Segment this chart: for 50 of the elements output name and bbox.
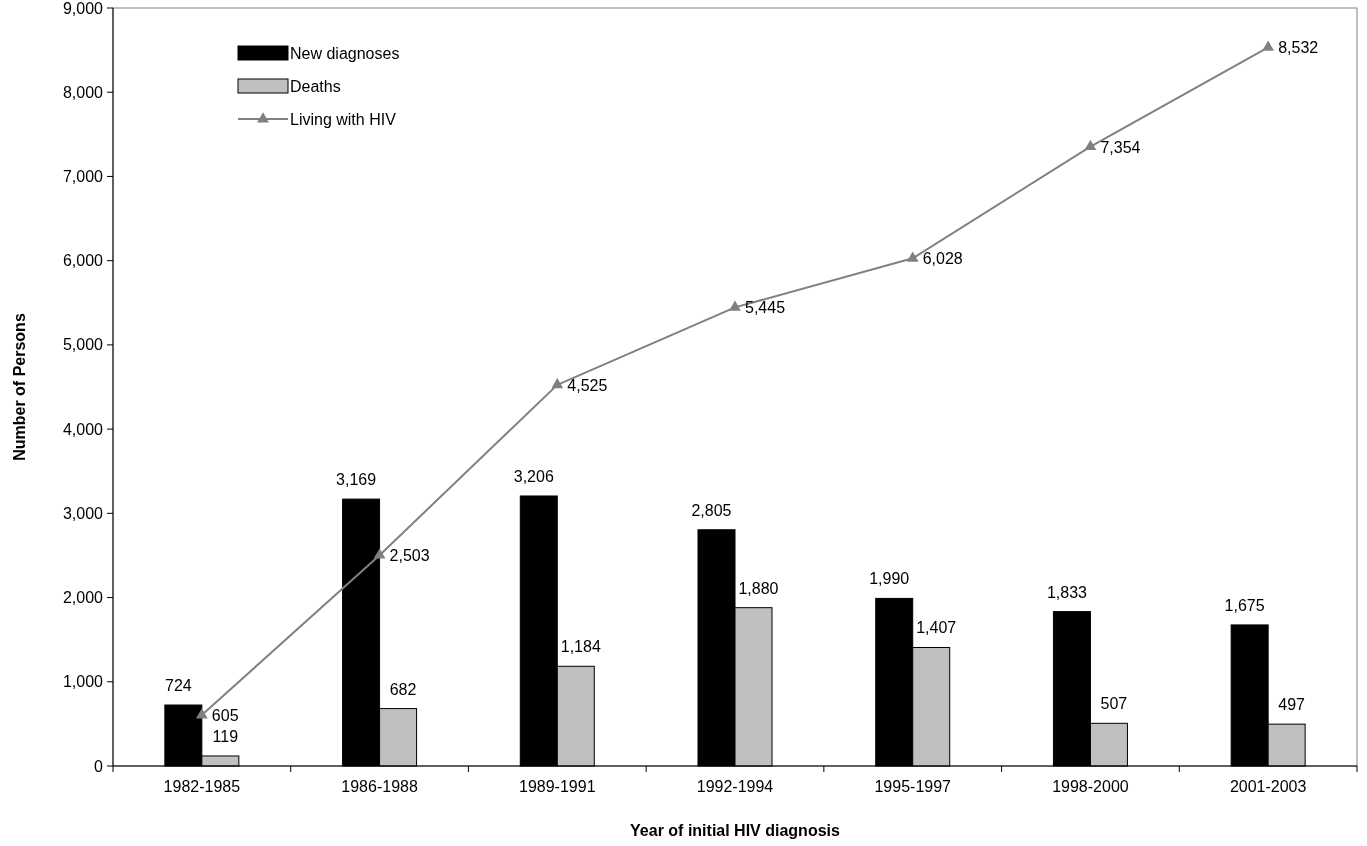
x-tick-label: 1992-1994: [696, 778, 774, 795]
y-tick-label: 2,000: [62, 589, 104, 607]
data-label: 7,354: [1100, 138, 1141, 156]
x-tick-label: 1982-1985: [163, 778, 241, 795]
data-label: 605: [211, 707, 239, 725]
data-label: 1,184: [560, 638, 601, 656]
data-label: 1,675: [1224, 596, 1265, 614]
point: [195, 708, 208, 719]
y-tick-label: 8,000: [62, 83, 104, 101]
data-label: 119: [212, 727, 239, 745]
data-label: 497: [1278, 696, 1306, 714]
y-tick-label: 4,000: [62, 420, 104, 438]
point: [1084, 139, 1097, 151]
data-label: 1,833: [1046, 583, 1088, 601]
data-label: 1,990: [869, 570, 910, 588]
x-tick-label: 2001-2003: [1229, 778, 1307, 795]
data-label: 2,805: [691, 501, 732, 519]
legend-label: Living with HIV: [290, 110, 397, 128]
y-axis-title: Number of Persons: [11, 313, 28, 461]
data-label: 3,206: [513, 467, 554, 485]
data-label: 1,407: [916, 619, 957, 637]
data-label: 5,445: [745, 299, 786, 317]
point: [906, 251, 919, 262]
data-label: 4,525: [567, 376, 608, 394]
x-tick-label: 1989-1991: [519, 778, 596, 795]
y-tick-label: 9,000: [62, 0, 104, 17]
data-label: 682: [389, 680, 417, 698]
data-label: 2,503: [389, 547, 430, 565]
x-tick-label: 1995-1997: [874, 778, 952, 795]
legend-label: Deaths: [290, 77, 341, 95]
legend-label: New diagnoses: [290, 44, 400, 62]
data-label: 724: [165, 677, 192, 695]
data-label: 6,028: [922, 250, 963, 268]
point: [373, 548, 386, 559]
x-axis-title: Year of initial HIV diagnosis: [630, 822, 841, 839]
data-label: 3,169: [336, 471, 377, 489]
y-tick-label: 6,000: [62, 252, 104, 270]
x-tick-label: 1998-2000: [1052, 778, 1129, 795]
y-tick-label: 1,000: [62, 673, 104, 691]
y-tick-label: 0: [94, 757, 104, 775]
data-label: 507: [1100, 695, 1128, 713]
point: [1262, 40, 1275, 51]
y-tick-label: 3,000: [62, 504, 104, 522]
data-label: 1,880: [738, 579, 779, 597]
data-label: 8,532: [1278, 39, 1319, 57]
y-tick-label: 5,000: [62, 336, 104, 354]
x-tick-label: 1986-1988: [341, 778, 418, 795]
point: [729, 300, 741, 311]
point: [551, 378, 564, 389]
y-tick-label: 7,000: [62, 168, 104, 186]
